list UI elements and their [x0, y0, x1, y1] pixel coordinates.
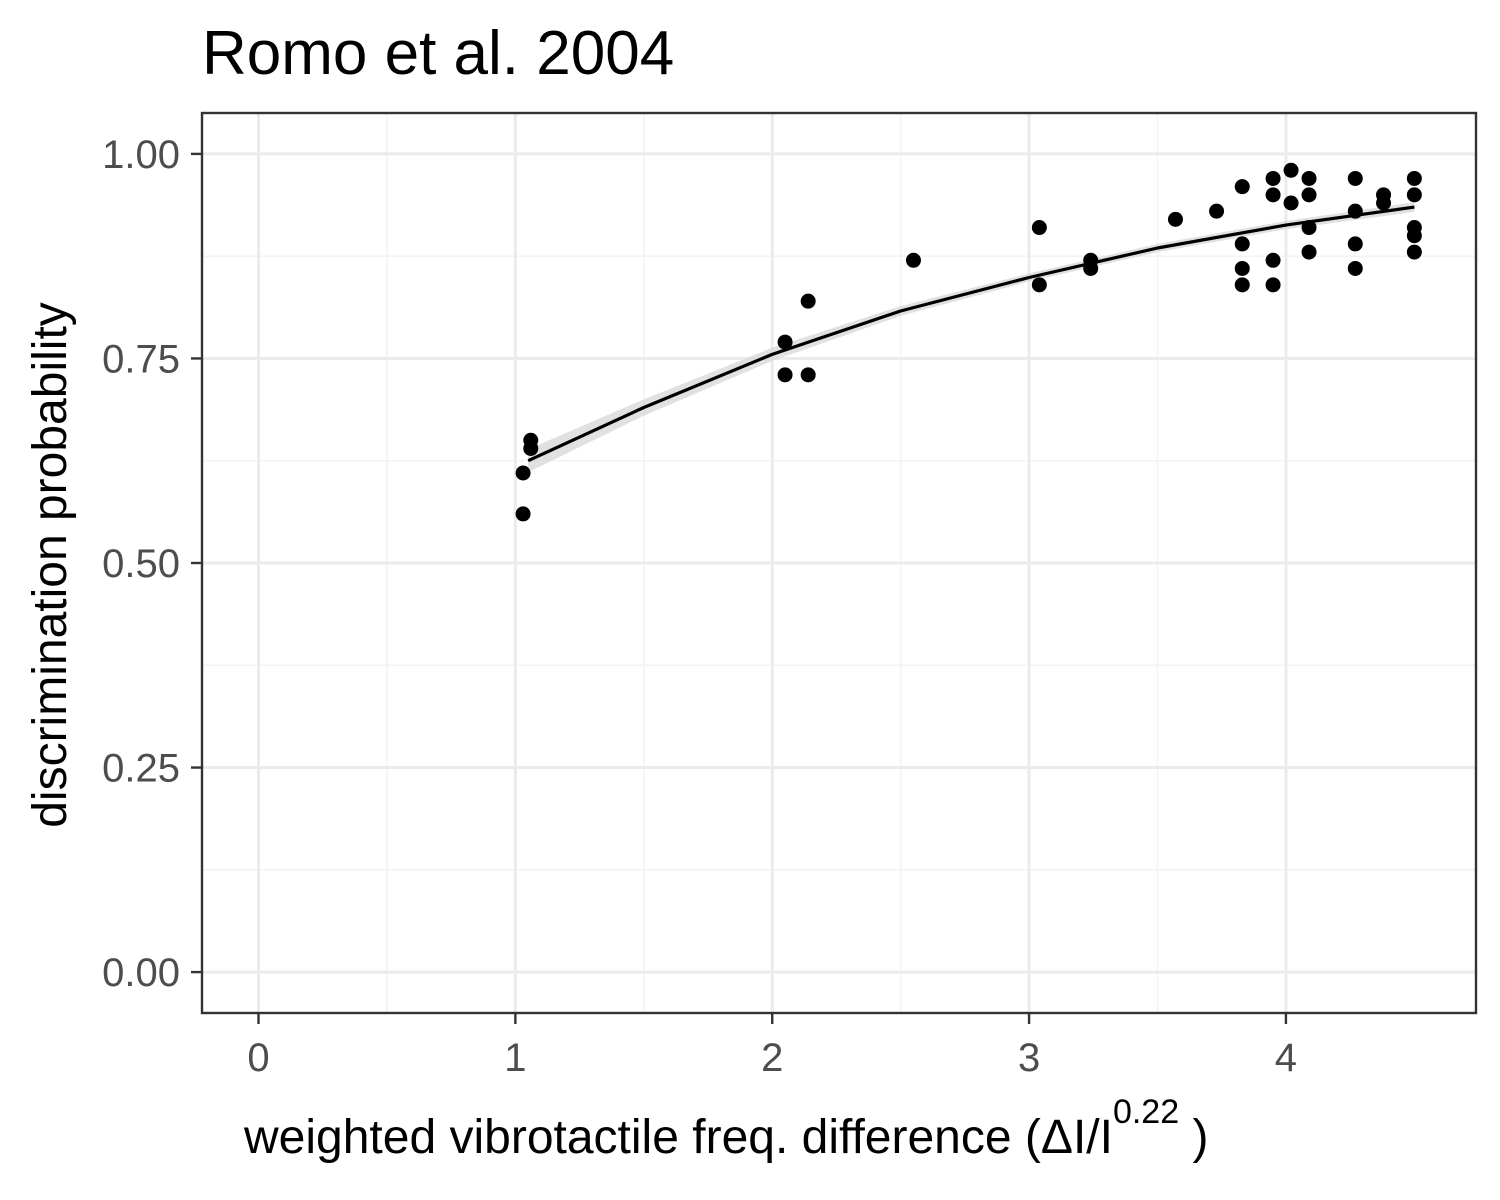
- data-point: [1347, 203, 1363, 219]
- data-point: [1209, 203, 1225, 219]
- y-tick-label: 1.00: [102, 133, 180, 177]
- x-tick-label: 2: [761, 1036, 783, 1080]
- data-point: [1406, 220, 1422, 236]
- data-point: [1347, 260, 1363, 276]
- data-point: [1265, 187, 1281, 203]
- data-point: [1083, 252, 1099, 268]
- fit-line-layer: [527, 205, 1415, 463]
- data-point: [1406, 187, 1422, 203]
- data-point: [1031, 220, 1047, 236]
- x-axis-ticks: 0 1 2 3 4: [247, 1013, 1297, 1080]
- data-point: [1265, 277, 1281, 293]
- y-axis-label: discrimination probability: [24, 302, 77, 828]
- data-point: [905, 252, 921, 268]
- x-tick-label: 4: [1275, 1036, 1297, 1080]
- scatter-points-layer: [515, 162, 1422, 522]
- confidence-band: [528, 202, 1415, 473]
- data-point: [1376, 187, 1392, 203]
- x-axis-label-close: ): [1179, 1111, 1208, 1164]
- y-tick-label: 0.75: [102, 337, 180, 381]
- y-axis-ticks: 0.00 0.25 0.50 0.75 1.00: [102, 133, 202, 995]
- data-point: [1234, 236, 1250, 252]
- data-point: [1301, 220, 1317, 236]
- data-point: [1301, 170, 1317, 186]
- x-tick-label: 1: [504, 1036, 526, 1080]
- x-axis-label-superscript: 0.22: [1113, 1093, 1179, 1131]
- y-tick-label: 0.00: [102, 951, 180, 995]
- data-point: [1234, 179, 1250, 195]
- data-point: [515, 465, 531, 481]
- x-axis-label: weighted vibrotactile freq. difference (…: [243, 1093, 1208, 1164]
- data-point: [1265, 252, 1281, 268]
- data-point: [1347, 170, 1363, 186]
- fit-line: [527, 205, 1415, 463]
- data-point: [1283, 162, 1299, 178]
- grid-minor: [202, 113, 1476, 1013]
- x-axis-label-main: weighted vibrotactile freq. difference (…: [243, 1111, 1113, 1164]
- data-point: [1406, 244, 1422, 260]
- grid-major: [202, 113, 1476, 1013]
- data-point: [1301, 244, 1317, 260]
- data-point: [523, 432, 539, 448]
- data-point: [1031, 277, 1047, 293]
- data-point: [777, 367, 793, 383]
- data-point: [1301, 187, 1317, 203]
- data-point: [800, 367, 816, 383]
- data-point: [1283, 195, 1299, 211]
- data-point: [800, 293, 816, 309]
- data-point: [1234, 260, 1250, 276]
- data-point: [1406, 170, 1422, 186]
- data-point: [515, 506, 531, 522]
- data-point: [1234, 277, 1250, 293]
- y-tick-label: 0.50: [102, 542, 180, 586]
- confidence-band-layer: [528, 202, 1415, 473]
- y-tick-label: 0.25: [102, 747, 180, 791]
- data-point: [1167, 211, 1183, 227]
- data-point: [1347, 236, 1363, 252]
- data-point: [1265, 170, 1281, 186]
- chart-title: Romo et al. 2004: [202, 19, 674, 88]
- x-tick-label: 0: [247, 1036, 269, 1080]
- data-point: [777, 334, 793, 350]
- x-tick-label: 3: [1018, 1036, 1040, 1080]
